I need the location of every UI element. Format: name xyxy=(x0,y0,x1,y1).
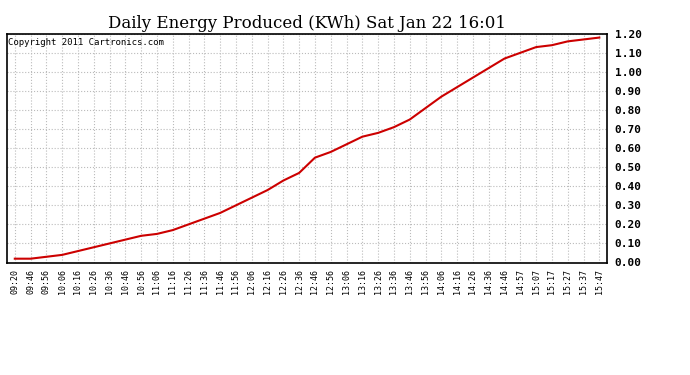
Text: Copyright 2011 Cartronics.com: Copyright 2011 Cartronics.com xyxy=(8,38,164,47)
Title: Daily Energy Produced (KWh) Sat Jan 22 16:01: Daily Energy Produced (KWh) Sat Jan 22 1… xyxy=(108,15,506,32)
